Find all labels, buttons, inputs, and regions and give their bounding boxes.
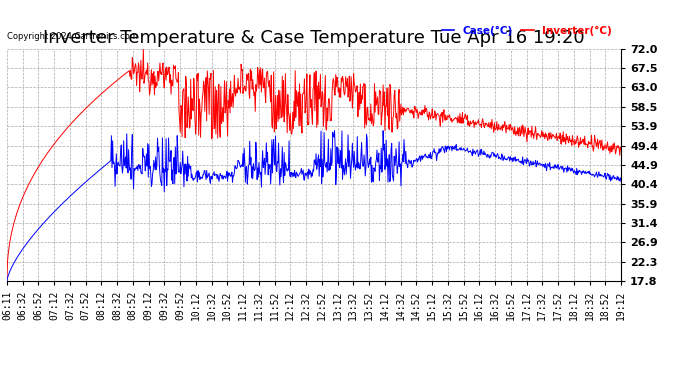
Title: Inverter Temperature & Case Temperature Tue Apr 16 19:20: Inverter Temperature & Case Temperature … [43,29,584,47]
Text: Copyright 2024 Cartronics.com: Copyright 2024 Cartronics.com [7,33,138,42]
Legend: Case(°C), Inverter(°C): Case(°C), Inverter(°C) [437,21,615,40]
